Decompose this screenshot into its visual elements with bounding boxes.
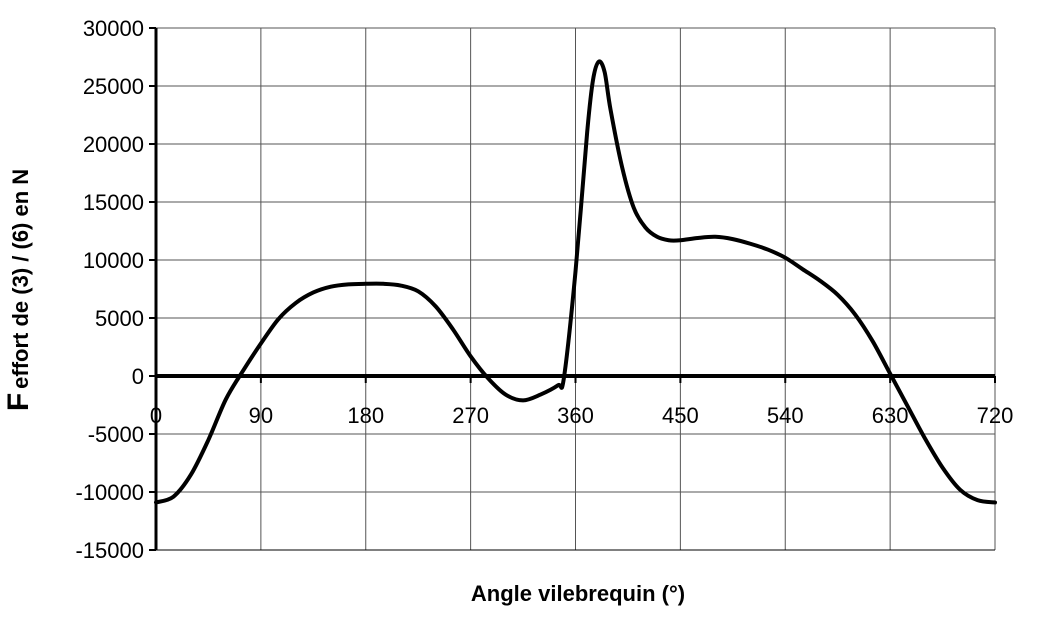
- y-tick-label: 10000: [83, 248, 144, 273]
- y-axis-title-main: effort de (3) / (6) en N: [8, 169, 33, 389]
- x-tick-label: 90: [249, 403, 273, 428]
- y-axis-title: Feffort de (3) / (6) en N: [2, 169, 35, 411]
- x-tick-label: 450: [662, 403, 699, 428]
- y-tick-label: -15000: [75, 538, 144, 563]
- axes: [149, 27, 996, 551]
- y-tick-label: 20000: [83, 132, 144, 157]
- series-line: [154, 59, 997, 505]
- y-tick-label: 0: [132, 364, 144, 389]
- x-tick-label: 180: [347, 403, 384, 428]
- y-tick-label: 25000: [83, 74, 144, 99]
- y-axis-title-prefix: F: [2, 393, 35, 411]
- x-axis-title: Angle vilebrequin (°): [471, 581, 685, 606]
- x-tick-label: 360: [557, 403, 594, 428]
- x-tick-labels: 0 90 180 270 360 450 540 630 720: [150, 403, 1013, 428]
- x-tick-label: 0: [150, 403, 162, 428]
- y-tick-label: 5000: [95, 306, 144, 331]
- x-tick-label: 270: [452, 403, 489, 428]
- y-tick-label: -10000: [75, 480, 144, 505]
- x-tick-label: 540: [767, 403, 804, 428]
- y-tick-label: -5000: [88, 422, 144, 447]
- y-tick-label: 15000: [83, 190, 144, 215]
- x-tick-label: 630: [872, 403, 909, 428]
- x-tick-label: 720: [977, 403, 1014, 428]
- y-tick-labels: -15000 -10000 -5000 0 5000 10000 15000 20000 250…: [75, 16, 144, 563]
- y-tick-label: 30000: [83, 16, 144, 41]
